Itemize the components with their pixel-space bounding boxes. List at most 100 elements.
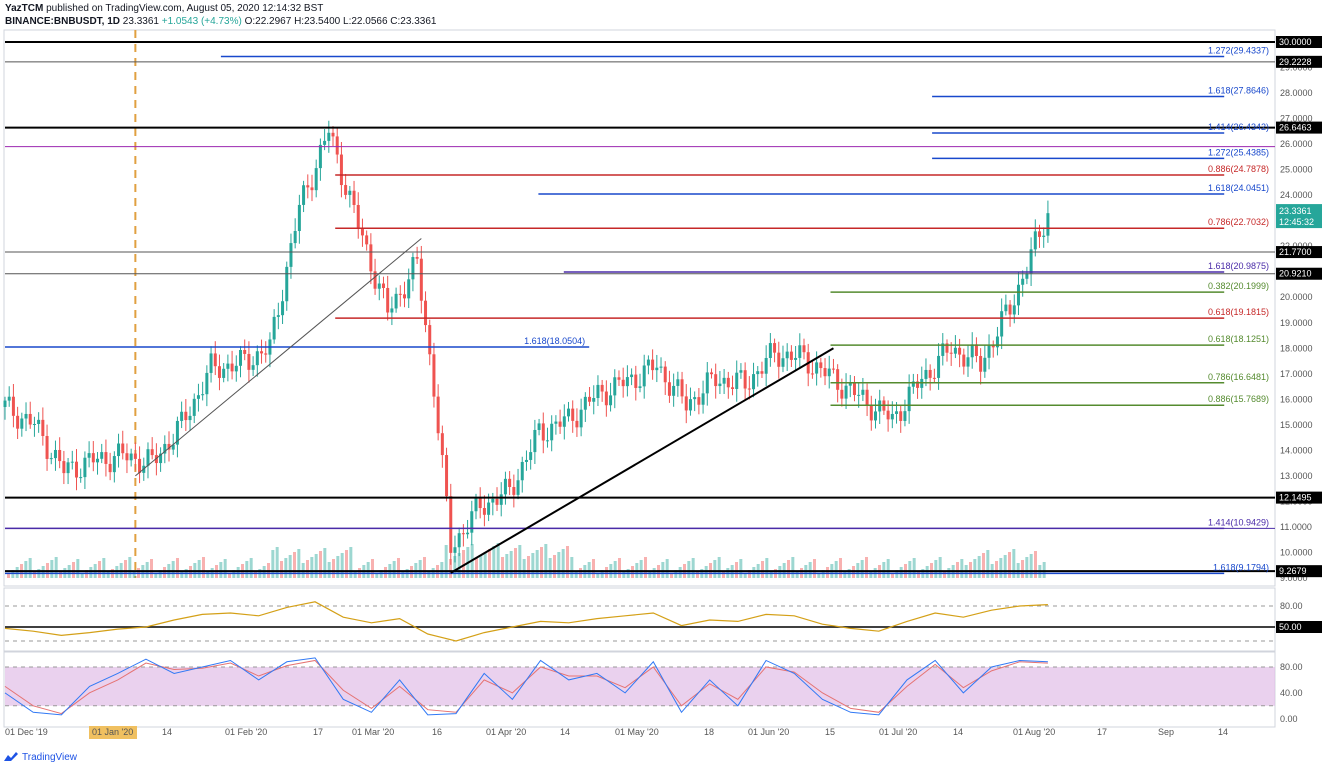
volume-bar [245,561,249,578]
candle-body [840,389,844,399]
candle-body [91,453,95,463]
volume-bar [956,562,959,578]
stoch-band [5,666,1275,706]
candle-body [895,411,899,414]
footer-brand[interactable]: TradingView [4,750,77,764]
date-axis-tick: 15 [825,727,835,737]
price-axis-level-label: 26.6463 [1279,123,1312,133]
tradingview-logo-icon [4,752,18,761]
candle-body [756,371,760,375]
candle-body [512,487,516,495]
volume-bar [132,571,136,578]
candle-body [108,463,112,473]
volume-bar [24,561,28,578]
candle-body [764,357,768,374]
fib-level-label: 0.618(18.1251) [1208,334,1269,344]
candle-body [70,461,74,463]
volume-bar [834,561,838,578]
candle-body [289,243,293,267]
volume-bar [687,561,691,578]
volume-bar [319,551,322,578]
volume-bar [332,559,335,578]
volume-bar [89,567,93,578]
date-axis-tick: 17 [313,727,323,737]
volume-bar [288,555,292,578]
candle-body [159,453,163,464]
candle-body [424,300,428,326]
volume-bar [1042,562,1046,578]
candle-body [310,187,314,191]
main-pane-frame [3,29,1276,587]
candle-body [945,343,949,353]
volume-bar [449,559,452,578]
candle-body [440,433,444,456]
volume-bar [202,557,205,578]
volume-bar [882,562,886,578]
volume-bar [869,571,873,578]
volume-bar [973,559,977,578]
candle-body [1038,231,1042,237]
volume-bar [401,572,405,578]
candle-body [272,316,276,340]
candle-body [731,387,735,389]
volume-bar [622,572,626,578]
candle-body [937,355,941,378]
volume-bar [28,558,32,578]
volume-bar [670,573,673,578]
volume-bar [548,558,552,578]
candle-body [32,423,36,425]
candle-body [411,257,415,280]
candle-body [701,393,705,405]
publish-info: published on TradingView.com, August 05,… [46,3,324,14]
candle-body [226,363,230,369]
volume-bar [982,553,985,578]
candle-body [1012,305,1016,315]
volume-bar [297,549,301,578]
rsi-pane-frame [3,587,1276,653]
candle-body [293,231,297,244]
volume-bar [808,562,812,578]
volume-bar [483,552,487,578]
candle-body [474,497,478,512]
candle-body [184,411,188,421]
date-axis-tick: 01 Mar '20 [352,727,394,737]
volume-bar [163,567,166,578]
candle-body [958,347,962,355]
candle-body [634,374,638,388]
candle-body [995,336,999,348]
date-axis-tick: 01 Jun '20 [748,727,789,737]
candle-body [722,377,726,384]
candle-body [697,397,701,405]
candle-body [171,444,175,450]
volume-bar [106,572,110,578]
publisher-name[interactable]: YazTCM [5,3,44,14]
candle-body [655,367,659,371]
volume-bar [908,561,912,578]
volume-bar [392,561,396,578]
candle-body [693,397,697,400]
date-axis-highlight [89,726,137,739]
candle-body [352,190,356,205]
candle-body [571,408,575,421]
volume-bar [592,559,595,578]
volume-bar [522,559,526,578]
price-axis-tick: 26.0000 [1280,139,1313,149]
candle-body [857,394,861,396]
volume-bar [739,559,743,578]
stoch-axis-tick: 0.00 [1280,714,1298,724]
volume-bar [180,572,184,578]
volume-bar [557,552,561,578]
volume-bar [236,567,240,578]
candle-body [924,369,928,379]
date-axis-tick: 01 Aug '20 [1013,727,1055,737]
candle-body [466,532,470,535]
volume-bar [293,552,296,578]
volume-bar [128,557,132,578]
candle-body [79,477,83,479]
candle-body [335,136,339,155]
brand-label: TradingView [22,751,78,763]
candle-body [726,377,730,388]
volume-bar [249,558,253,578]
volume-bar [72,562,75,578]
